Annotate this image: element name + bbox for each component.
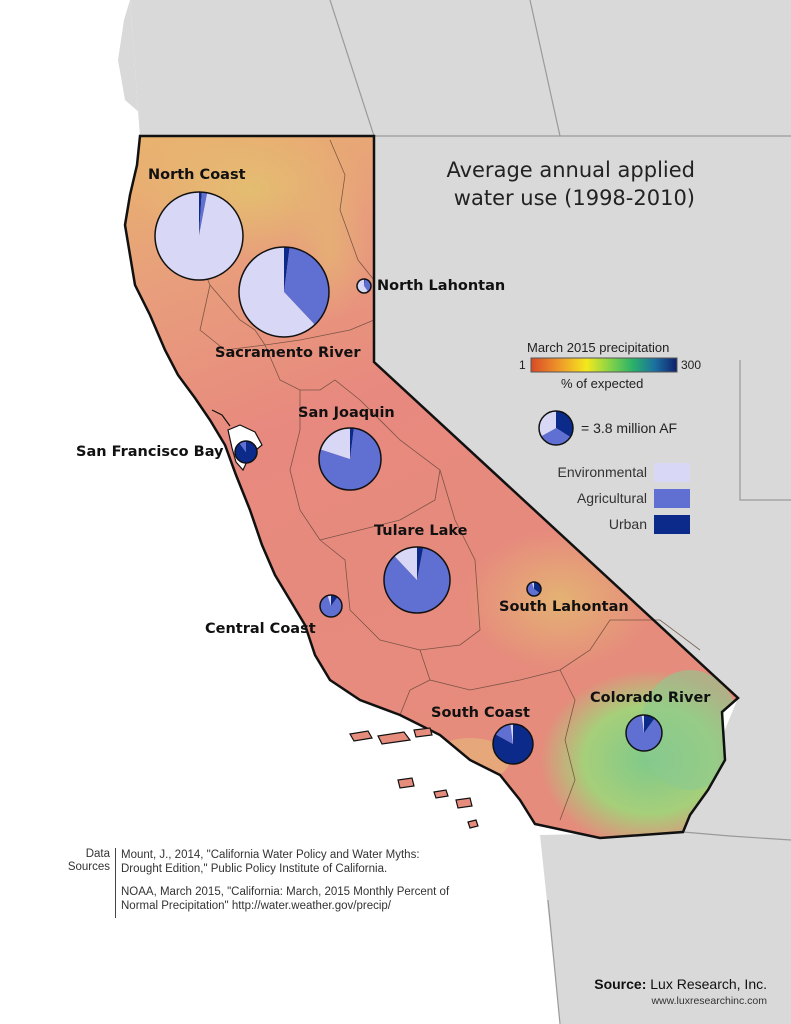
region-label-san-francisco-bay: San Francisco Bay [76, 444, 224, 460]
pie-scale-key [538, 410, 574, 446]
data-source-ref1: Mount, J., 2014, "California Water Polic… [121, 849, 420, 875]
pie-san-francisco-bay-slice-agricultural [239, 441, 246, 452]
pie-central-coast [319, 594, 343, 618]
legend-swatch-urban [654, 515, 690, 534]
channel-islands [349, 727, 479, 829]
legend-row-agricultural: Agricultural [500, 489, 695, 509]
region-label-san-joaquin: San Joaquin [298, 405, 395, 421]
pie-sacramento-river-slice-agricultural [284, 247, 329, 325]
pie-colorado-river-outline [625, 714, 663, 752]
pie-north-coast [154, 191, 244, 281]
pie-south-lahontan-slice-agricultural [527, 582, 540, 596]
data-sources-divider [115, 848, 116, 918]
pie-key-outline [538, 410, 574, 446]
pie-san-francisco-bay-slice-urban [234, 441, 257, 463]
pie-central-coast-outline [319, 594, 343, 618]
pie-san-francisco-bay [234, 440, 258, 464]
pie-san-joaquin-outline [318, 427, 382, 491]
region-label-central-coast: Central Coast [205, 621, 316, 637]
pie-charts [154, 191, 663, 765]
source-url: www.luxresearchinc.com [651, 995, 767, 1007]
pie-key-slice-agricultural [541, 428, 571, 445]
region-label-north-lahontan: North Lahontan [377, 278, 506, 294]
neighbor-land [130, 0, 791, 1024]
legend-swatch-environmental [654, 463, 690, 482]
pie-north-lahontan-slice-environmental [357, 279, 369, 293]
data-source-ref2: NOAA, March 2015, "California: March, 20… [121, 886, 450, 912]
region-label-sacramento-river: Sacramento River [215, 345, 361, 361]
region-boundaries [159, 139, 701, 821]
pie-scale-text: = 3.8 million AF [581, 420, 678, 436]
pie-colorado-river [625, 714, 663, 752]
pie-north-lahontan [356, 278, 372, 294]
pie-san-joaquin [318, 427, 382, 491]
pie-south-lahontan-outline [526, 581, 542, 597]
pie-tulare-lake-slice-urban [417, 547, 424, 580]
pie-central-coast-slice-agricultural [319, 595, 342, 617]
pie-colorado-river-slice-environmental [641, 715, 644, 733]
source-credit-label: Source [594, 976, 642, 992]
source-credit: Source: Lux Research, Inc. [594, 976, 767, 992]
pie-tulare-lake-slice-environmental [394, 547, 417, 580]
pie-south-coast [492, 723, 534, 765]
pie-north-lahontan-slice-urban [364, 279, 365, 286]
data-sources-heading: Data Sources [67, 848, 110, 873]
pie-south-lahontan-slice-environmental [531, 582, 534, 589]
pie-tulare-lake [383, 546, 451, 614]
pie-north-coast-slice-urban [199, 192, 202, 236]
region-label-south-lahontan: South Lahontan [499, 599, 629, 615]
precip-legend-title: March 2015 precipitation [527, 340, 670, 355]
precip-legend-subtitle: % of expected [561, 376, 644, 391]
region-label-north-coast: North Coast [148, 167, 246, 183]
pie-san-joaquin-slice-agricultural [318, 428, 381, 490]
precip-legend-max: 300 [681, 358, 702, 372]
pie-south-coast-outline [492, 723, 534, 765]
precip-legend-min: 1 [519, 358, 526, 372]
pie-sacramento-river [238, 246, 330, 338]
legend-label-environmental: Environmental [557, 464, 648, 480]
legend-row-urban: Urban [500, 515, 695, 535]
pie-san-joaquin-slice-environmental [320, 428, 350, 459]
pie-sacramento-river-slice-urban [284, 247, 290, 292]
map-title-line1: Average annual applied [446, 158, 695, 182]
pie-north-lahontan-outline [356, 278, 372, 294]
pie-central-coast-slice-urban [331, 595, 338, 606]
pie-sacramento-river-outline [238, 246, 330, 338]
map-title-line2: water use (1998-2010) [453, 186, 695, 210]
pie-north-coast-outline [154, 191, 244, 281]
source-credit-org: Lux Research, Inc. [650, 976, 767, 992]
legend-swatch-agricultural [654, 489, 690, 508]
pie-san-joaquin-slice-urban [350, 428, 354, 459]
precip-gradient-bar [530, 357, 678, 373]
pie-central-coast-slice-environmental [327, 595, 331, 606]
pie-tulare-lake-slice-agricultural [383, 547, 450, 614]
map-title: Average annual applied water use (1998-2… [395, 156, 695, 212]
legend-row-environmental: Environmental [500, 463, 695, 483]
pie-sacramento-river-slice-environmental [239, 247, 315, 337]
pie-south-coast-slice-environmental [510, 724, 513, 744]
pie-south-coast-slice-urban [493, 724, 534, 764]
pie-colorado-river-slice-agricultural [625, 715, 662, 751]
legend-label-agricultural: Agricultural [576, 490, 647, 506]
pie-san-francisco-bay-outline [234, 440, 258, 464]
pie-tulare-lake-outline [383, 546, 451, 614]
region-label-colorado-river: Colorado River [590, 690, 711, 706]
pie-south-lahontan [526, 581, 542, 597]
pie-north-coast-slice-environmental [155, 192, 244, 280]
legend-label-urban: Urban [608, 516, 647, 532]
region-label-tulare-lake: Tulare Lake [374, 523, 468, 539]
region-label-south-coast: South Coast [431, 705, 530, 721]
pie-colorado-river-slice-urban [644, 715, 655, 733]
pie-north-coast-slice-agricultural [199, 192, 208, 236]
